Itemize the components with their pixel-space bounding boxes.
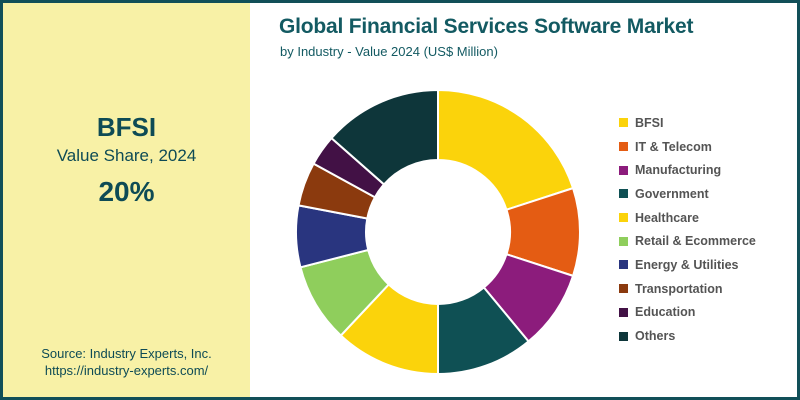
legend-item-retail-ecommerce: Retail & Ecommerce: [619, 229, 756, 253]
legend-label: Others: [635, 329, 676, 344]
highlight-value: 20%: [98, 175, 155, 207]
legend-label: Manufacturing: [635, 163, 722, 178]
legend-item-it-telecom: IT & Telecom: [619, 135, 756, 159]
highlight-metric-label: Value Share, 2024: [56, 145, 197, 165]
chart-title: Global Financial Services Software Marke…: [279, 15, 694, 38]
legend-swatch: [619, 284, 628, 294]
source-url: https://industry-experts.com/: [44, 363, 209, 379]
donut-slice-others: [330, 89, 439, 186]
legend-item-manufacturing: Manufacturing: [619, 158, 756, 182]
legend-item-others: Others: [619, 324, 756, 348]
highlight-segment-name: BFSI: [96, 112, 157, 142]
legend-swatch: [619, 142, 628, 152]
legend-label: Transportation: [635, 281, 723, 296]
legend-swatch: [619, 307, 628, 317]
legend-swatch: [619, 118, 628, 128]
legend-label: Energy & Utilities: [635, 257, 739, 272]
legend-swatch: [619, 213, 628, 223]
legend-item-bfsi: BFSI: [619, 111, 756, 135]
legend-swatch: [619, 165, 628, 175]
legend-swatch: [619, 189, 628, 199]
legend-item-energy-utilities: Energy & Utilities: [619, 253, 756, 277]
legend-item-education: Education: [619, 301, 756, 325]
legend-swatch: [619, 331, 628, 341]
donut-slice-bfsi: [437, 89, 575, 211]
legend-swatch: [619, 236, 628, 246]
legend-label: Government: [635, 186, 709, 201]
legend-item-government: Government: [619, 182, 756, 206]
legend-swatch: [619, 260, 628, 270]
legend-label: Healthcare: [635, 210, 699, 225]
source-block: Source: Industry Experts, Inc. https://i…: [3, 346, 250, 380]
legend: BFSI IT & Telecom Manufacturing Government H…: [619, 111, 756, 348]
highlight-block: BFSI Value Share, 2024 20%: [3, 113, 250, 208]
legend-label: IT & Telecom: [635, 139, 712, 154]
legend-label: Retail & Ecommerce: [635, 234, 756, 249]
legend-item-transportation: Transportation: [619, 277, 756, 301]
highlight-panel: BFSI Value Share, 2024 20% Source: Indus…: [3, 3, 250, 397]
legend-label: BFSI: [635, 115, 664, 130]
legend-label: Education: [635, 305, 696, 320]
legend-item-healthcare: Healthcare: [619, 206, 756, 230]
donut-chart: [295, 89, 581, 375]
chart-subtitle: by Industry - Value 2024 (US$ Million): [280, 44, 498, 59]
source-text: Source: Industry Experts, Inc.: [41, 346, 212, 362]
